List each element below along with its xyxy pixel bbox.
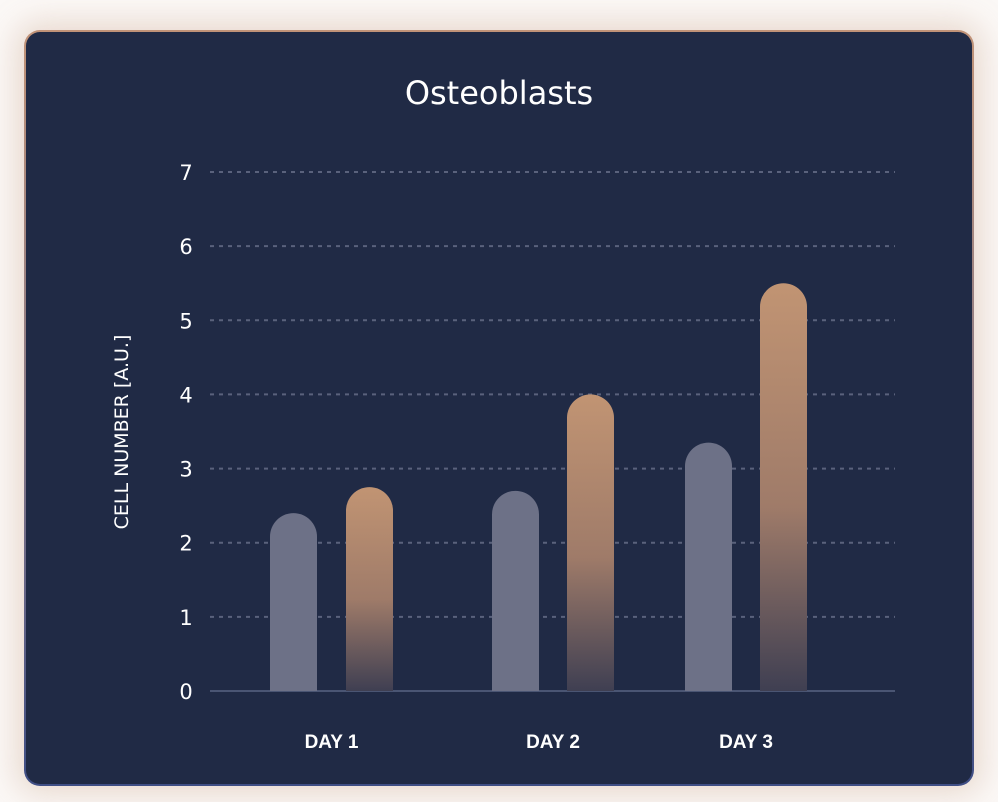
y-tick-label: 0	[179, 680, 192, 704]
bar-control-2	[492, 490, 539, 691]
x-tick-label: DAY 2	[526, 732, 580, 753]
y-tick-label: 4	[179, 383, 192, 407]
y-tick-label: 7	[179, 161, 192, 185]
y-axis-label: CELL NUMBER [A.U.]	[111, 335, 133, 530]
chart-title: Osteoblasts	[405, 74, 593, 112]
y-tick-label: 5	[179, 309, 192, 333]
x-tick-label: DAY 3	[719, 732, 773, 753]
y-tick-label: 2	[179, 532, 192, 556]
bar-treated-3	[760, 283, 807, 691]
y-tick-label: 6	[179, 235, 192, 259]
bar-treated-2	[567, 394, 614, 691]
bar-treated-1	[346, 487, 393, 691]
x-tick-label: DAY 1	[305, 732, 359, 753]
bar-control-1	[270, 513, 317, 691]
y-tick-label: 3	[179, 458, 192, 482]
chart-card	[24, 30, 974, 786]
bar-control-3	[685, 442, 732, 691]
y-tick-label: 1	[179, 606, 192, 630]
